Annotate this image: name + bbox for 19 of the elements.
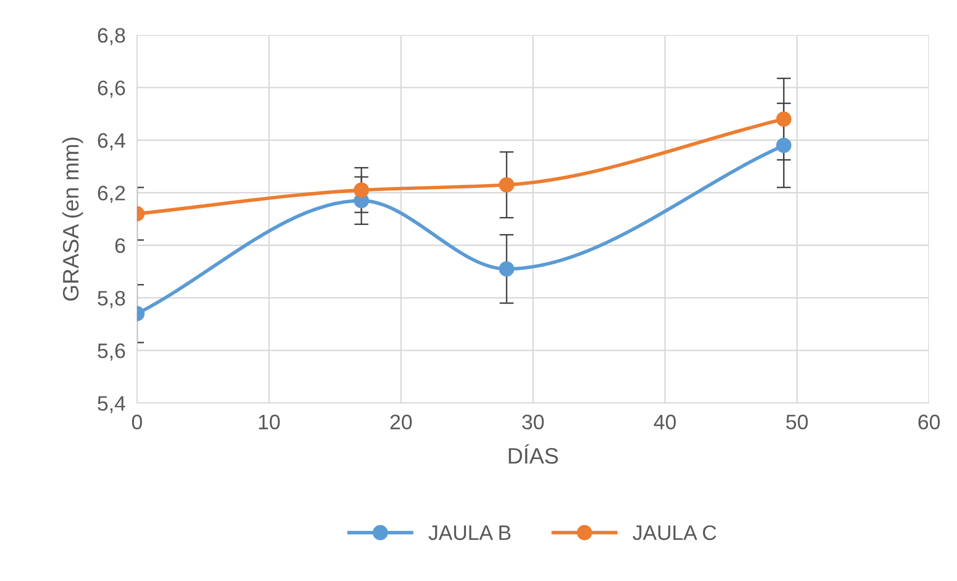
y-tick-label: 5,8	[98, 290, 125, 308]
y-tick-label: 6,4	[98, 133, 126, 150]
x-tick-label: 20	[390, 414, 412, 430]
x-tick-label: 10	[259, 414, 280, 430]
x-tick-label: 30	[522, 414, 544, 430]
x-tick-label: 50	[786, 414, 808, 430]
y-tick-label: 6,8	[98, 28, 125, 46]
y-tick-label: 5,4	[98, 396, 126, 414]
x-tick-label: 60	[918, 414, 940, 430]
legend-label: JAULA C	[632, 525, 716, 540]
y-tick-label: 6,2	[98, 186, 125, 203]
x-tick-label: 40	[654, 414, 676, 430]
legend-label: JAULA B	[428, 526, 510, 540]
x-axis-title: DÍAS	[508, 444, 558, 464]
y-axis-title: GRASA (en mm)	[62, 138, 84, 301]
y-tick-label: 6	[115, 238, 125, 254]
x-tick-label: 0	[132, 414, 142, 430]
y-tick-label: 5,6	[98, 343, 125, 361]
y-tick-label: 6,6	[98, 80, 125, 98]
